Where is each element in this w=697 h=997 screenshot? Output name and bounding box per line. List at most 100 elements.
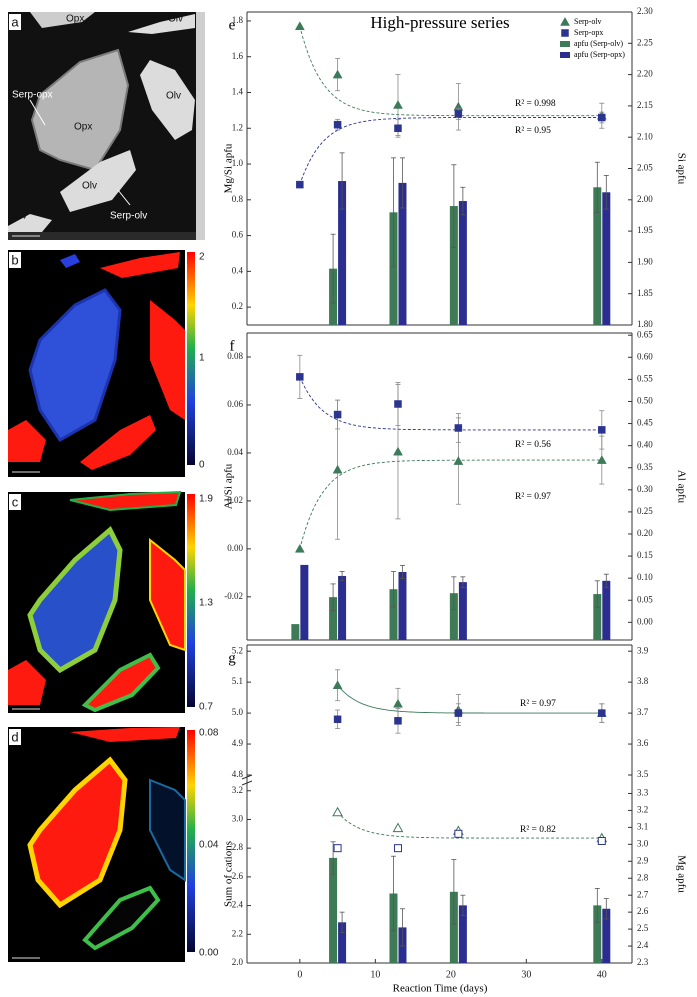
mineral-label: Serp-opx — [12, 90, 53, 101]
trend-line — [337, 684, 602, 714]
legend-label: Serp-olv — [574, 17, 602, 26]
bar — [338, 922, 347, 963]
grain — [100, 252, 180, 278]
bar — [449, 593, 458, 640]
y2-tick-label: 2.7 — [637, 889, 649, 899]
bar — [338, 575, 347, 640]
colorbar — [187, 494, 195, 707]
colorbar — [187, 252, 195, 465]
point — [333, 410, 342, 419]
mineral-label: Olv — [166, 91, 181, 102]
point — [454, 709, 463, 717]
y2-tick-label: 2.6 — [637, 906, 649, 916]
x-axis-label: Reaction Time (days) — [393, 983, 488, 995]
point — [333, 844, 342, 853]
y-tick-label: 3.0 — [232, 814, 244, 824]
grain — [60, 150, 136, 212]
colorbar-label: 0.08 — [199, 728, 219, 739]
grain-opx — [27, 526, 123, 674]
y-axis-label: Sum of cations — [223, 841, 235, 907]
letter-box — [9, 14, 21, 30]
point — [393, 446, 403, 456]
y-tick-label: 1.6 — [232, 51, 244, 61]
y2-tick-label: 2.9 — [637, 855, 649, 865]
point — [393, 99, 403, 109]
image-panel-a: a Opx Olv Serp-opx Opx Olv Olv Serp-olv … — [8, 12, 205, 240]
point — [393, 698, 403, 708]
legend-marker — [560, 16, 570, 26]
colorbar-label: 1.3 — [199, 598, 213, 609]
panel-letter: g — [228, 650, 236, 666]
y2-tick-label: 2.15 — [637, 100, 653, 110]
point — [332, 680, 343, 689]
y-tick-label: -0.02 — [224, 591, 243, 601]
y-tick-label: 0.00 — [227, 543, 243, 553]
bar — [291, 624, 300, 640]
bar — [602, 908, 611, 963]
y2-tick-label: 0.30 — [637, 484, 653, 494]
bar — [449, 891, 458, 963]
y-tick-label: 2.6 — [232, 871, 244, 881]
y-tick-label: 1.4 — [232, 87, 244, 97]
grain — [128, 14, 195, 34]
y2-tick-label: 2.8 — [637, 872, 649, 882]
mineral-label: Olv — [82, 181, 97, 192]
y2-tick-label: 0.65 — [637, 329, 653, 339]
y2-tick-label: 0.15 — [637, 550, 653, 560]
letter-box — [9, 494, 21, 510]
letter-box — [9, 729, 21, 745]
grain-opx — [28, 288, 122, 442]
bar — [329, 597, 338, 640]
colorbar-label: 2 — [199, 252, 205, 263]
y-tick-label: 2.4 — [232, 900, 244, 910]
colorbar-label: 0.7 — [199, 702, 213, 713]
y2-tick-label: 3.5 — [637, 769, 649, 779]
colorbar-label: 1.9 — [199, 494, 213, 505]
y2-tick-label: 0.35 — [637, 462, 653, 472]
panel-letter: e — [229, 17, 236, 33]
trend-line — [299, 459, 602, 550]
grain — [81, 652, 161, 713]
point — [394, 717, 402, 725]
pointer — [29, 99, 46, 126]
point — [454, 424, 463, 432]
y-tick-label: 0.02 — [227, 495, 243, 505]
y2-tick-label: 0.10 — [637, 572, 653, 582]
point — [296, 373, 304, 381]
point — [332, 464, 343, 474]
point — [294, 543, 305, 553]
trend-line — [299, 376, 602, 431]
y2-tick-label: 0.55 — [637, 373, 653, 383]
grain — [8, 214, 52, 232]
y2-axis-label: Si apfu — [675, 153, 687, 185]
annotation: R² = 0.82 — [520, 825, 556, 835]
image-edge — [196, 12, 205, 240]
point — [296, 180, 304, 189]
grain — [149, 778, 186, 882]
y-tick-label: 5.2 — [232, 645, 243, 655]
x-tick-label: 10 — [370, 969, 380, 980]
trend-line — [337, 811, 602, 839]
x-tick-label: 40 — [597, 969, 607, 980]
panel-letter: f — [230, 338, 235, 354]
point — [294, 21, 305, 31]
y-tick-label: 0.8 — [232, 194, 244, 204]
y-tick-label: 2.2 — [232, 928, 243, 938]
y2-tick-label: 3.6 — [637, 738, 649, 748]
point — [453, 456, 464, 465]
point — [454, 110, 463, 118]
y2-tick-label: 2.20 — [637, 69, 653, 79]
grain — [69, 490, 182, 512]
point — [332, 69, 343, 79]
y2-tick-label: 1.90 — [637, 256, 653, 266]
y-tick-label: 1.8 — [232, 15, 244, 25]
trend-line — [299, 26, 602, 117]
point — [598, 113, 606, 122]
y-tick-label: 5.0 — [232, 707, 244, 717]
point — [332, 806, 343, 817]
annotation: R² = 0.998 — [515, 99, 556, 109]
bar — [458, 582, 467, 640]
y2-tick-label: 1.85 — [637, 288, 653, 298]
y2-tick-label: 2.30 — [637, 6, 653, 16]
grain — [140, 60, 195, 140]
